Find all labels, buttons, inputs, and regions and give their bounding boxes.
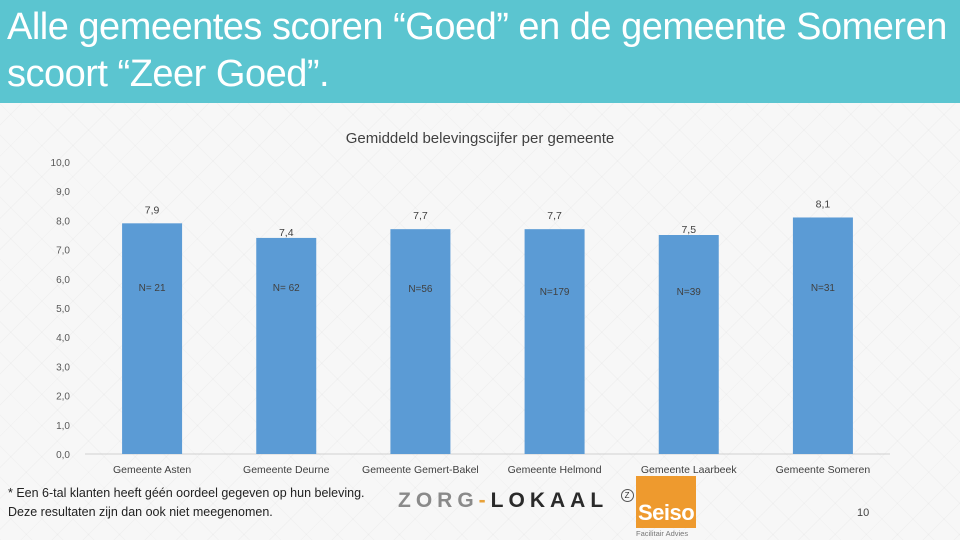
y-tick-label: 1,0 bbox=[56, 421, 70, 432]
slide-title: Alle gemeentes scoren “Goed” en de gemee… bbox=[7, 6, 947, 95]
data-label: 7,9 bbox=[145, 204, 160, 216]
n-label: N=31 bbox=[811, 283, 836, 294]
logo-dash: - bbox=[478, 489, 491, 512]
n-label: N=56 bbox=[408, 284, 433, 295]
bar bbox=[390, 229, 451, 454]
y-tick-label: 6,0 bbox=[56, 275, 70, 286]
data-label: 7,4 bbox=[279, 227, 294, 239]
bar bbox=[792, 217, 853, 454]
y-tick-label: 10,0 bbox=[51, 158, 71, 169]
logo-zorg-text: ZORG bbox=[398, 489, 479, 512]
data-label: 7,7 bbox=[547, 210, 562, 222]
y-tick-label: 3,0 bbox=[56, 362, 70, 373]
footnote: * Een 6-tal klanten heeft géén oordeel g… bbox=[8, 486, 365, 519]
y-tick-label: 4,0 bbox=[56, 333, 70, 344]
bar bbox=[122, 223, 183, 454]
page-number: 10 bbox=[857, 507, 870, 519]
seiso-logo-tagline: Facilitair Advies bbox=[636, 529, 689, 538]
bar bbox=[256, 237, 317, 454]
seiso-logo-name: Seiso bbox=[638, 500, 695, 525]
seiso-logo: Seiso Facilitair Advies bbox=[636, 476, 696, 540]
x-tick-label: Gemeente Helmond bbox=[508, 464, 602, 476]
y-tick-label: 0,0 bbox=[56, 450, 70, 461]
x-tick-label: Gemeente Asten bbox=[113, 464, 191, 476]
seiso-logo-box bbox=[636, 476, 696, 528]
chart-title: Gemiddeld belevingscijfer per gemeente bbox=[345, 130, 615, 147]
n-label: N= 21 bbox=[139, 283, 166, 294]
data-label: 8,1 bbox=[816, 198, 831, 210]
x-tick-label: Gemeente Laarbeek bbox=[641, 464, 737, 476]
y-tick-label: 7,0 bbox=[56, 246, 70, 257]
y-tick-label: 9,0 bbox=[56, 187, 70, 198]
bar bbox=[524, 229, 585, 454]
n-label: N=179 bbox=[540, 287, 570, 298]
logo-badge: Z bbox=[620, 489, 634, 502]
y-tick-label: 8,0 bbox=[56, 216, 70, 227]
n-label: N= 62 bbox=[273, 283, 300, 294]
y-tick-label: 2,0 bbox=[56, 392, 70, 403]
zorg-lokaal-logo: ZORG-LOKAAL Z bbox=[398, 489, 634, 521]
data-label: 7,5 bbox=[681, 224, 696, 236]
x-tick-label: Gemeente Someren bbox=[776, 464, 871, 476]
bar bbox=[658, 235, 719, 454]
data-label: 7,7 bbox=[413, 210, 428, 222]
logo-lokaal-text: LOKAAL bbox=[490, 489, 608, 512]
x-tick-label: Gemeente Deurne bbox=[243, 464, 330, 476]
x-tick-label: Gemeente Gemert-Bakel bbox=[362, 464, 479, 476]
title-banner: Alle gemeentes scoren “Goed” en de gemee… bbox=[0, 0, 960, 103]
n-label: N=39 bbox=[677, 287, 702, 298]
y-tick-label: 5,0 bbox=[56, 304, 70, 315]
